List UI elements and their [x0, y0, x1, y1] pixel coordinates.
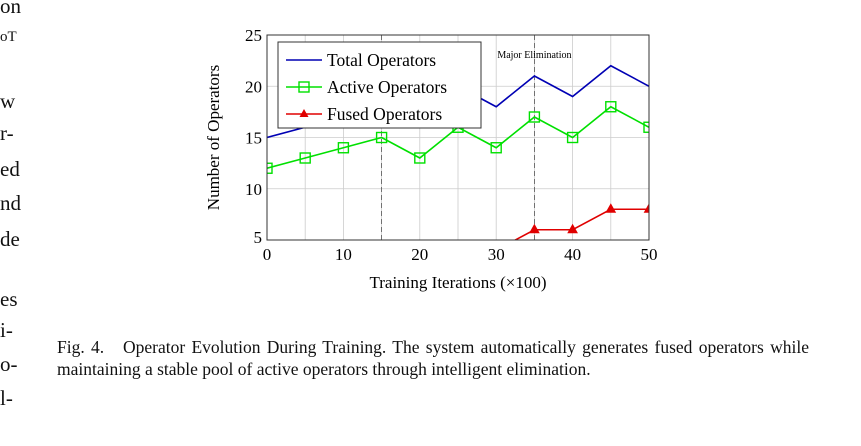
legend-label: Active Operators — [327, 77, 447, 97]
x-tick-label: 40 — [564, 245, 581, 264]
data-point — [529, 223, 540, 234]
legend-marker — [298, 81, 310, 93]
data-point — [605, 203, 617, 213]
text-fragment: w — [0, 89, 16, 113]
text-fragment: r- — [0, 121, 14, 145]
legend-label: Total Operators — [327, 50, 436, 70]
data-point — [643, 203, 649, 213]
text-fragment: ed — [0, 157, 20, 181]
x-axis-label: Training Iterations (×100) — [369, 273, 546, 292]
y-tick-label: 25 — [245, 26, 262, 45]
y-tick-label: 15 — [245, 129, 262, 148]
x-tick-label: 30 — [488, 245, 505, 264]
data-point — [528, 111, 541, 123]
text-fragment: i- — [0, 318, 13, 342]
plot-frame — [266, 34, 650, 241]
text-fragment: de — [0, 227, 20, 251]
y-tick-label: 10 — [245, 180, 262, 199]
x-tick-label: 20 — [411, 245, 428, 264]
text-fragment: on — [0, 0, 21, 18]
text-fragment: oT — [0, 29, 17, 45]
x-tick-label: 0 — [263, 245, 272, 264]
legend-label: Fused Operators — [327, 104, 442, 124]
text-fragment: l- — [0, 386, 13, 410]
data-point — [337, 142, 350, 154]
data-point — [566, 131, 579, 144]
data-point — [605, 101, 617, 113]
x-tick-label: 50 — [641, 245, 658, 264]
y-axis-label: Number of Operators — [204, 65, 223, 210]
data-point — [267, 162, 273, 174]
y-tick-label: 5 — [254, 228, 263, 247]
legend-marker — [299, 109, 309, 117]
figure-caption: Fig. 4. Operator Evolution During Traini… — [57, 336, 809, 380]
data-point — [567, 223, 578, 234]
text-fragment: nd — [0, 191, 21, 215]
x-tick-label: 10 — [335, 245, 352, 264]
caption-text: Operator Evolution During Training. The … — [57, 337, 809, 379]
annotation-label: Major Elimination — [497, 50, 571, 61]
caption-label: Fig. 4. — [57, 337, 105, 357]
data-point — [414, 152, 426, 164]
text-fragment: o- — [0, 352, 18, 376]
y-tick-label: 20 — [245, 77, 262, 96]
data-point — [643, 121, 649, 133]
legend: Total Operators Active Operators Fused Ope… — [277, 41, 482, 129]
data-point — [375, 131, 388, 144]
operator-evolution-chart: Major Elimination 0 10 20 30 40 50 5 10 15 20 25 Tra… — [204, 26, 658, 292]
data-point — [299, 152, 311, 164]
text-fragment: es — [0, 287, 18, 311]
data-point — [490, 142, 502, 154]
